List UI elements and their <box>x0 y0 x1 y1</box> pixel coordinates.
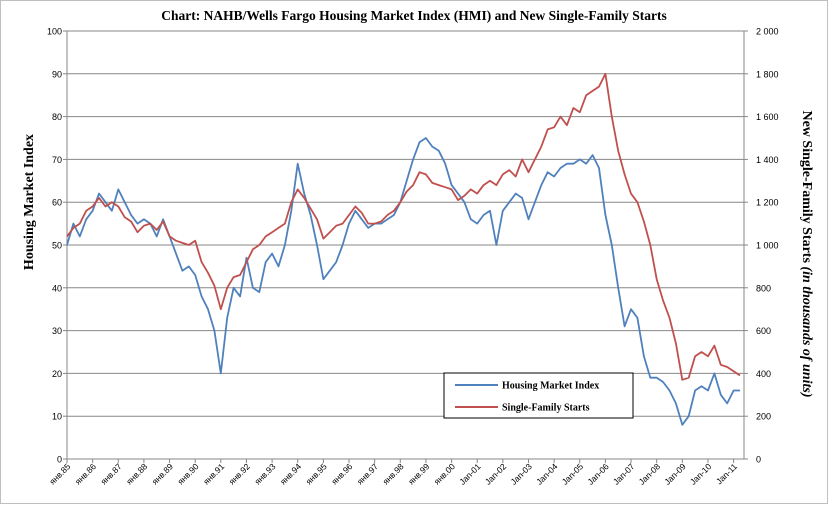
series-line-housing-market-index <box>66 137 740 426</box>
y-left-tick-label: 10 <box>52 412 62 422</box>
y-right-tick-label: 1 000 <box>756 241 779 251</box>
y-left-tick-label: 20 <box>52 369 62 379</box>
y-left-tick-label: 80 <box>52 112 62 122</box>
y-right-tick-label: 400 <box>756 369 771 379</box>
y-right-tick-label: 2 000 <box>756 27 779 37</box>
legend-box <box>443 372 634 419</box>
y-right-tick-label: 1 400 <box>756 155 779 165</box>
y-axis-right-title-main: New Single-Family Starts <box>799 110 814 266</box>
chart-title: Chart: NAHB/Wells Fargo Housing Market I… <box>161 8 667 23</box>
series-line-single-family-starts <box>66 72 741 381</box>
y-left-tick-label: 70 <box>52 155 62 165</box>
y-left-tick-label: 40 <box>52 283 62 293</box>
legend-label: Housing Market Index <box>502 381 599 392</box>
y-left-tick-label: 90 <box>52 69 62 79</box>
legend: Housing Market Index Single-Family Starts <box>443 372 634 419</box>
y-right-tick-label: 1 800 <box>756 69 779 79</box>
y-right-tick-label: 800 <box>756 283 771 293</box>
y-left-tick-label: 100 <box>47 27 62 37</box>
y-axis-left-title: Housing Market Index <box>22 134 37 270</box>
y-right-tick-label: 0 <box>756 455 761 465</box>
legend-label: Single-Family Starts <box>502 403 590 414</box>
y-left-tick-label: 60 <box>52 198 62 208</box>
grid-lines <box>67 30 744 417</box>
y-right-tick-label: 600 <box>756 326 771 336</box>
y-right-tick-label: 200 <box>756 412 771 422</box>
y-left-tick-label: 0 <box>57 455 62 465</box>
y-left-tick-label: 50 <box>52 241 62 251</box>
y-axis-right-title-units: (in thousands of units) <box>799 266 814 397</box>
y-left-tick-label: 30 <box>52 326 62 336</box>
y-right-tick-label: 1 200 <box>756 198 779 208</box>
y-right-tick-label: 1 600 <box>756 112 779 122</box>
series-lines <box>66 72 741 426</box>
y-axis-right-title: New Single-Family Starts (in thousands o… <box>799 110 814 397</box>
